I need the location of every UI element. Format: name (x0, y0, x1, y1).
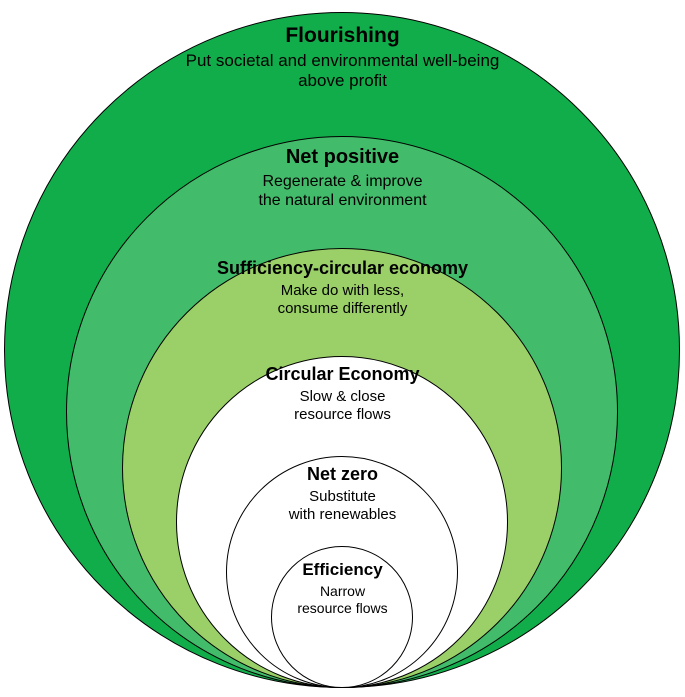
label-net-positive: Net positive Regenerate & improvethe nat… (0, 146, 685, 210)
title-efficiency: Efficiency (0, 560, 685, 580)
label-efficiency: Efficiency Narrowresource flows (0, 560, 685, 617)
desc-net-positive: Regenerate & improvethe natural environm… (0, 172, 685, 210)
label-sufficiency: Sufficiency-circular economy Make do wit… (0, 258, 685, 318)
title-circular-economy: Circular Economy (0, 364, 685, 385)
desc-net-zero: Substitutewith renewables (0, 488, 685, 524)
title-net-zero: Net zero (0, 464, 685, 485)
desc-flourishing: Put societal and environmental well-bein… (0, 51, 685, 92)
nested-circles-diagram: Flourishing Put societal and environment… (0, 0, 685, 697)
desc-circular-economy: Slow & closeresource flows (0, 388, 685, 424)
label-circular-economy: Circular Economy Slow & closeresource fl… (0, 364, 685, 424)
title-sufficiency: Sufficiency-circular economy (0, 258, 685, 279)
title-net-positive: Net positive (0, 146, 685, 169)
label-net-zero: Net zero Substitutewith renewables (0, 464, 685, 524)
title-flourishing: Flourishing (0, 24, 685, 48)
desc-sufficiency: Make do with less,consume differently (0, 282, 685, 318)
label-flourishing: Flourishing Put societal and environment… (0, 24, 685, 92)
desc-efficiency: Narrowresource flows (0, 583, 685, 617)
